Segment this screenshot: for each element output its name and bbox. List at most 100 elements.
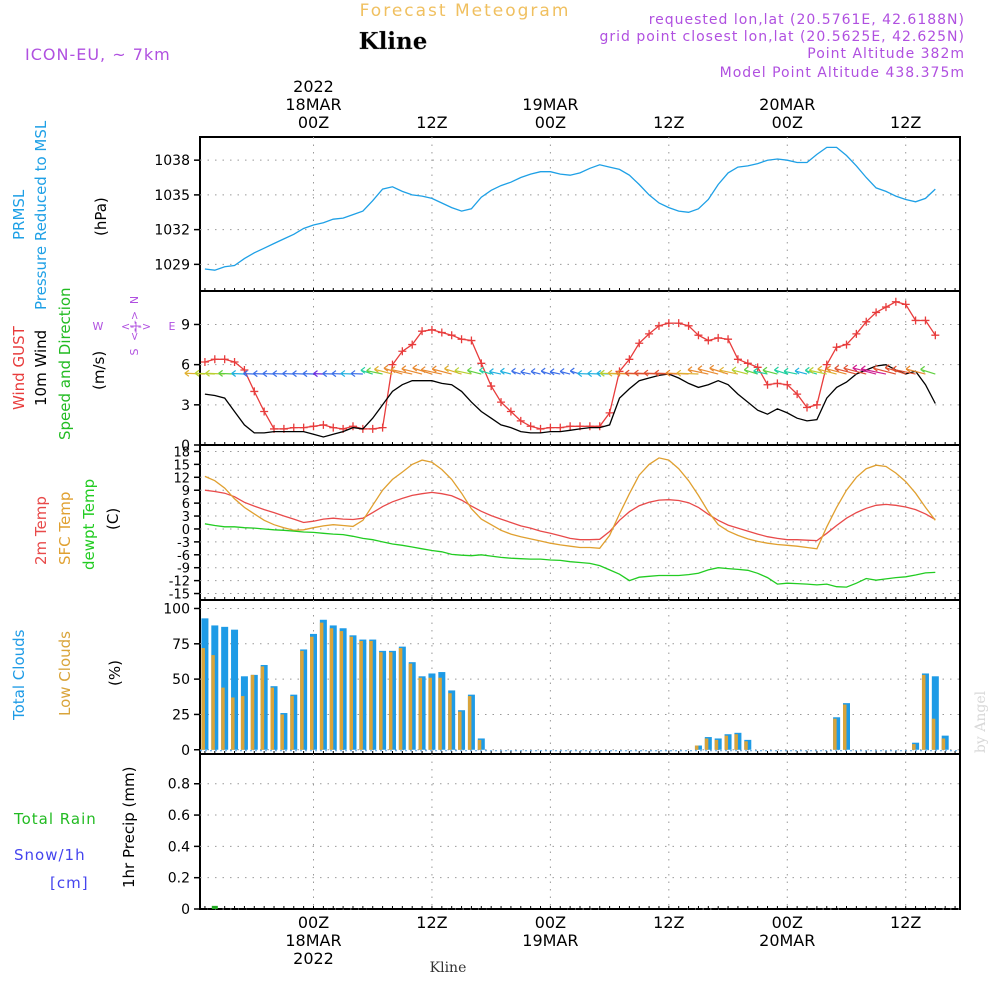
wind-direction-arrowhead — [511, 367, 516, 375]
precip-ytick-label: 0.4 — [168, 839, 190, 855]
wind-direction-arrowhead — [322, 370, 328, 378]
temperature-ytick-label: 3 — [182, 510, 190, 525]
top-time-label: 12Z — [653, 113, 684, 132]
pressure-label-msl: Pressure Reduced to MSL — [32, 120, 50, 310]
temperature-ytick-label: -6 — [177, 549, 190, 564]
gust-marker — [319, 420, 328, 429]
low-cloud-bar — [921, 674, 926, 750]
low-cloud-bar — [349, 636, 353, 750]
wind-direction-arrow — [432, 368, 452, 375]
title: Forecast Meteogram — [360, 1, 571, 21]
wind-direction-arrowhead — [676, 369, 682, 377]
bottom-time-label: 18MAR — [285, 931, 341, 950]
wind-direction-arrow — [905, 368, 926, 375]
compass-south: S — [128, 348, 141, 355]
bottom-time-label: 00Z — [772, 913, 803, 932]
low-cloud-bar — [467, 696, 472, 750]
wind-direction-arrowhead — [292, 370, 297, 378]
precip-labels: Total Rain Snow/1h [cm] 1hr Precip (mm) — [13, 767, 138, 892]
wind-direction-arrowhead — [731, 366, 737, 374]
wind-direction-arrowhead — [596, 370, 602, 378]
low-cloud-bar — [280, 714, 284, 750]
precip-ytick-label: 0 — [181, 902, 190, 918]
low-cloud-bar — [250, 674, 255, 750]
cloud-label-low: Low Clouds — [56, 631, 74, 716]
gust-marker — [921, 316, 930, 325]
low-cloud-bar — [270, 687, 275, 750]
gridpoint-coords: grid point closest lon,lat (20.5625E, 42… — [599, 29, 965, 45]
bottom-time-label: 00Z — [298, 913, 329, 932]
gust-marker — [526, 422, 535, 431]
gust-marker — [447, 331, 456, 340]
low-cloud-bar — [300, 650, 304, 750]
low-cloud-bar — [211, 655, 215, 750]
top-time-label: 18MAR — [285, 95, 341, 114]
wind-direction-arrowhead — [920, 365, 926, 373]
precip-label-snow: Snow/1h — [14, 846, 86, 864]
wind-direction-arrowhead — [184, 369, 190, 377]
wind-direction-arrowhead — [577, 370, 583, 378]
temp-label-sfc: SFC Temp — [56, 492, 74, 565]
wind-direction-arrowhead — [743, 366, 749, 374]
bottom-time-label: 19MAR — [522, 931, 578, 950]
low-cloud-bar — [704, 738, 709, 750]
gust-marker — [230, 357, 239, 366]
wind-direction-arrowhead — [808, 366, 814, 374]
wind-direction-arrow — [530, 370, 541, 375]
wind-direction-arrowhead — [390, 366, 396, 374]
wind-direction-arrow — [231, 372, 245, 375]
top-time-label: 19MAR — [522, 95, 578, 114]
wind-direction-arrowhead — [697, 365, 703, 373]
compass-vertical-arrow: <-|-> — [128, 311, 141, 341]
wind-direction-arrowhead — [205, 369, 210, 377]
low-cloud-bar — [734, 734, 738, 750]
wind-label-10m: 10m Wind — [32, 330, 50, 406]
wind-direction-arrowhead — [383, 364, 389, 372]
gust-marker — [704, 336, 713, 345]
gust-marker — [398, 347, 407, 356]
wind-direction-arrow — [744, 369, 758, 375]
gust-marker — [803, 403, 812, 412]
wind-direction-arrow — [753, 370, 768, 375]
wind-direction-arrow — [479, 369, 492, 375]
top-time-label: 00Z — [535, 113, 566, 132]
model-label: ICON-EU, ~ 7km — [25, 45, 171, 64]
wind-direction-arrowhead — [774, 366, 779, 374]
point-altitude: Point Altitude 382m — [807, 46, 965, 62]
gust-marker — [783, 380, 792, 389]
bottom-time-label: 12Z — [890, 913, 921, 932]
pressure-ytick-label: 1032 — [154, 223, 190, 239]
pressure-ytick-label: 1038 — [154, 153, 190, 169]
wind-direction-arrowhead — [401, 365, 407, 373]
temp-label-dewpt: dewpt Temp — [80, 479, 98, 570]
location-title: Kline — [359, 28, 428, 55]
gust-marker — [931, 331, 940, 340]
compass-west: W — [93, 320, 104, 333]
temperature-ytick-label: -12 — [169, 575, 190, 590]
wind-direction-arrowhead — [500, 367, 505, 375]
temp-unit: (C) — [104, 508, 122, 530]
pressure-label-prmsl: PRMSL — [10, 189, 28, 240]
wind-direction-arrowhead — [559, 367, 565, 375]
wind-direction-arrow — [920, 368, 936, 375]
low-cloud-bar — [290, 696, 294, 750]
gust-marker — [220, 355, 229, 364]
gust-marker — [378, 423, 387, 432]
low-cloud-bar — [260, 666, 265, 750]
gust-marker — [250, 387, 259, 396]
total-cloud-bar — [931, 676, 939, 750]
gust-marker — [872, 308, 881, 317]
precip-unit: 1hr Precip (mm) — [120, 767, 138, 888]
wind-direction-arrowhead — [313, 370, 318, 378]
wind-direction-arrow — [520, 371, 531, 375]
wind-direction-arrowhead — [860, 365, 866, 373]
wind-direction-arrowhead — [243, 370, 248, 378]
wind-direction-arrow — [834, 367, 857, 375]
wind-direction-arrowhead — [252, 370, 258, 378]
wind-direction-arrow — [467, 369, 482, 375]
pressure-unit: (hPa) — [92, 197, 110, 236]
low-cloud-bar — [438, 677, 442, 750]
wind-direction-arrow — [560, 370, 571, 375]
